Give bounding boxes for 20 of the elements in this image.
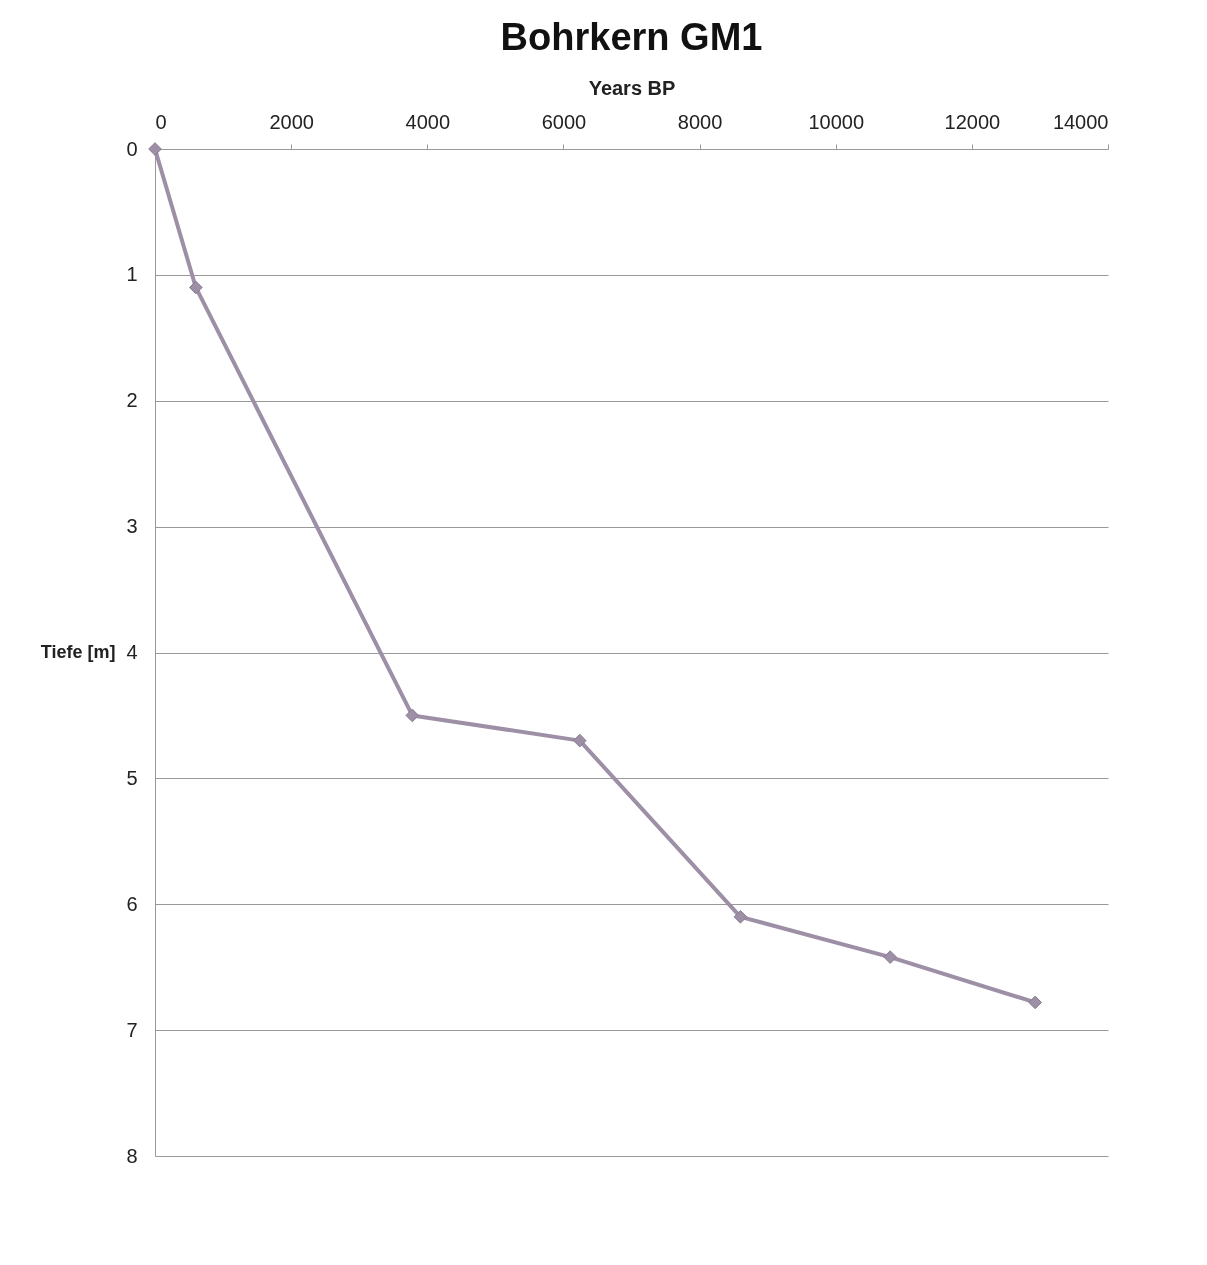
x-tick-label: 4000 — [405, 110, 451, 133]
y-axis-title: Tiefe [m] — [40, 642, 116, 662]
y-tick-label: 8 — [126, 1144, 138, 1167]
y-tick-label: 6 — [126, 892, 138, 915]
y-tick-label: 4 — [126, 641, 138, 663]
x-tick-label: 6000 — [541, 110, 587, 133]
x-tick-label: 0 — [155, 110, 167, 133]
y-tick-label: 1 — [126, 263, 138, 286]
y-tick-label: 3 — [126, 515, 138, 538]
y-tick-label: 5 — [126, 766, 138, 789]
x-tick-label: 10000 — [808, 110, 865, 133]
x-tick-label: 8000 — [677, 110, 723, 133]
y-tick-label: 0 — [126, 137, 138, 160]
chart-title: Bohrkern GM1 — [500, 16, 763, 58]
x-tick-label: 2000 — [269, 110, 314, 133]
y-tick-label: 7 — [126, 1018, 138, 1041]
x-axis-title: Years BP — [588, 76, 676, 99]
x-tick-label: 14000 — [1052, 110, 1109, 133]
y-tick-label: 2 — [126, 389, 138, 412]
x-tick-label: 12000 — [944, 110, 1001, 133]
